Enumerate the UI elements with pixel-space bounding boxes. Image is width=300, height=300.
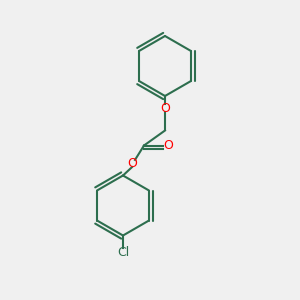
Text: O: O bbox=[127, 157, 137, 170]
Text: O: O bbox=[160, 101, 170, 115]
Text: Cl: Cl bbox=[117, 245, 129, 259]
Text: O: O bbox=[163, 139, 173, 152]
